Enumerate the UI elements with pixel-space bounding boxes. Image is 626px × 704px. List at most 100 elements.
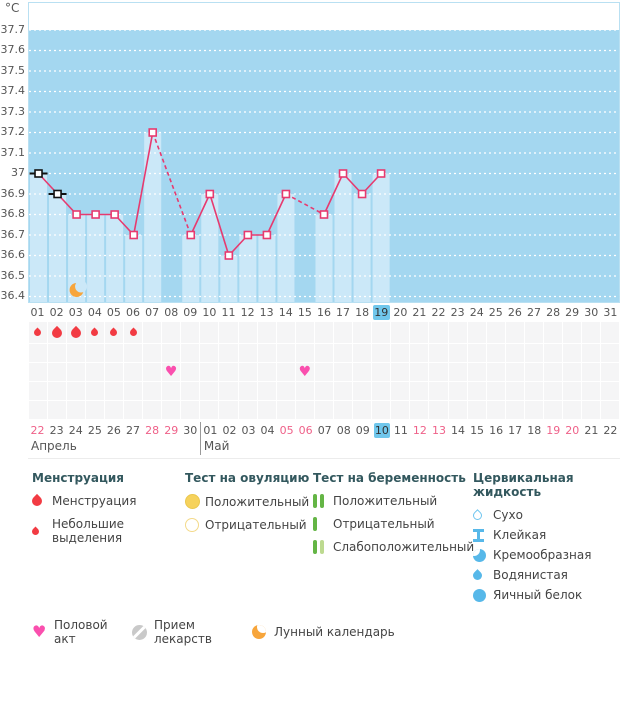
sticker-cell[interactable]: [123, 322, 143, 343]
sticker-cell[interactable]: [544, 401, 563, 419]
sticker-cell[interactable]: [486, 401, 505, 419]
cycle-day-cell[interactable]: 04: [87, 306, 102, 319]
sticker-cell[interactable]: [334, 401, 353, 419]
sticker-cell[interactable]: [28, 401, 47, 419]
calendar-day-cell[interactable]: 22: [30, 424, 45, 437]
temperature-point-marker[interactable]: [72, 210, 81, 219]
sticker-cell[interactable]: [563, 363, 582, 381]
sticker-cell[interactable]: [28, 322, 47, 343]
sticker-cell[interactable]: [448, 344, 467, 362]
sticker-cell[interactable]: [334, 344, 353, 362]
temperature-point-marker[interactable]: [53, 189, 62, 199]
sticker-cell[interactable]: [162, 344, 181, 362]
calendar-day-cell[interactable]: 20: [565, 424, 580, 437]
sticker-cell[interactable]: [429, 322, 448, 343]
cycle-day-cell[interactable]: 13: [259, 306, 274, 319]
sticker-cell[interactable]: [524, 382, 544, 400]
calendar-day-cell[interactable]: 27: [126, 424, 141, 437]
calendar-day-cell[interactable]: 29: [164, 424, 179, 437]
day-temperature-bar[interactable]: [144, 132, 162, 303]
temperature-point-marker[interactable]: [338, 169, 348, 178]
sticker-cell[interactable]: [181, 344, 200, 362]
sticker-cell[interactable]: [524, 401, 544, 419]
sticker-cell[interactable]: [219, 382, 238, 400]
sticker-cell[interactable]: [314, 401, 333, 419]
day-temperature-bar[interactable]: [372, 173, 390, 303]
sticker-cell[interactable]: [544, 322, 563, 343]
sticker-cell[interactable]: [238, 363, 257, 381]
sticker-cell[interactable]: [334, 322, 353, 343]
sticker-cell[interactable]: [200, 382, 219, 400]
sticker-cell[interactable]: [429, 401, 448, 419]
sticker-cell[interactable]: [295, 401, 314, 419]
sticker-cell[interactable]: [524, 344, 544, 362]
sticker-cell[interactable]: [104, 401, 123, 419]
calendar-day-cell[interactable]: 28: [145, 424, 160, 437]
sticker-cell[interactable]: [47, 401, 66, 419]
cycle-day-cell[interactable]: 16: [316, 306, 331, 319]
sticker-cell[interactable]: [391, 401, 410, 419]
sticker-cell[interactable]: [410, 322, 429, 343]
temperature-point-marker[interactable]: [129, 230, 138, 240]
sticker-cell[interactable]: [486, 322, 505, 343]
sticker-cell[interactable]: [582, 401, 601, 419]
calendar-day-cell[interactable]: 08: [336, 424, 351, 437]
sticker-cell[interactable]: [85, 401, 104, 419]
day-temperature-bar[interactable]: [239, 235, 257, 302]
sticker-cell[interactable]: [353, 322, 372, 343]
cycle-day-cell[interactable]: 21: [412, 306, 427, 319]
temperature-point-marker[interactable]: [281, 189, 291, 199]
day-temperature-bar[interactable]: [182, 235, 200, 302]
temperature-point-marker[interactable]: [205, 189, 215, 199]
sticker-cell[interactable]: [563, 401, 582, 419]
sticker-cell[interactable]: ♥: [295, 363, 314, 381]
temperature-point-marker[interactable]: [357, 189, 367, 199]
sticker-cell[interactable]: [200, 401, 219, 419]
sticker-cell[interactable]: [372, 382, 391, 400]
sticker-cell[interactable]: [47, 322, 66, 343]
day-temperature-bar[interactable]: [68, 214, 86, 303]
temperature-point-marker[interactable]: [376, 169, 386, 178]
sticker-cell[interactable]: [582, 322, 601, 343]
calendar-day-cell[interactable]: 06: [298, 424, 313, 437]
sticker-cell[interactable]: [295, 344, 314, 362]
sticker-cell[interactable]: [47, 363, 66, 381]
calendar-day-cell[interactable]: 13: [431, 424, 446, 437]
calendar-day-cell[interactable]: 19: [546, 424, 561, 437]
sticker-cell[interactable]: [295, 322, 314, 343]
sticker-cell[interactable]: [28, 344, 47, 362]
sticker-cell[interactable]: [467, 344, 486, 362]
temperature-point-marker[interactable]: [34, 169, 43, 178]
sticker-cell[interactable]: [563, 322, 582, 343]
sticker-cell[interactable]: [314, 363, 333, 381]
calendar-day-cell[interactable]: 17: [508, 424, 523, 437]
sticker-cell[interactable]: [353, 363, 372, 381]
sticker-cell[interactable]: [85, 344, 104, 362]
sticker-cell[interactable]: [143, 322, 162, 343]
calendar-day-cell[interactable]: 16: [489, 424, 504, 437]
sticker-cell[interactable]: [181, 382, 200, 400]
sticker-cell[interactable]: [391, 382, 410, 400]
sticker-cell[interactable]: [123, 401, 143, 419]
sticker-cell[interactable]: [334, 382, 353, 400]
sticker-cell[interactable]: [410, 382, 429, 400]
cycle-day-cell[interactable]: 10: [202, 306, 217, 319]
sticker-cell[interactable]: [276, 322, 295, 343]
sticker-cell[interactable]: [28, 382, 47, 400]
sticker-cell[interactable]: [257, 363, 276, 381]
cycle-day-cell[interactable]: 30: [584, 306, 599, 319]
cycle-day-cell[interactable]: 31: [603, 306, 618, 319]
sticker-cell[interactable]: [314, 382, 333, 400]
sticker-cell[interactable]: [66, 344, 85, 362]
sticker-cell[interactable]: [353, 344, 372, 362]
sticker-cell[interactable]: [314, 322, 333, 343]
cycle-day-cell[interactable]: 20: [393, 306, 408, 319]
calendar-day-cell[interactable]: 23: [49, 424, 64, 437]
cycle-day-cell[interactable]: 15: [297, 306, 312, 319]
cycle-day-cell[interactable]: 11: [221, 306, 236, 319]
sticker-cell[interactable]: [314, 344, 333, 362]
cycle-day-cell[interactable]: 26: [507, 306, 522, 319]
cycle-day-cell[interactable]: 08: [164, 306, 179, 319]
sticker-cell[interactable]: [66, 401, 85, 419]
sticker-cell[interactable]: [391, 322, 410, 343]
